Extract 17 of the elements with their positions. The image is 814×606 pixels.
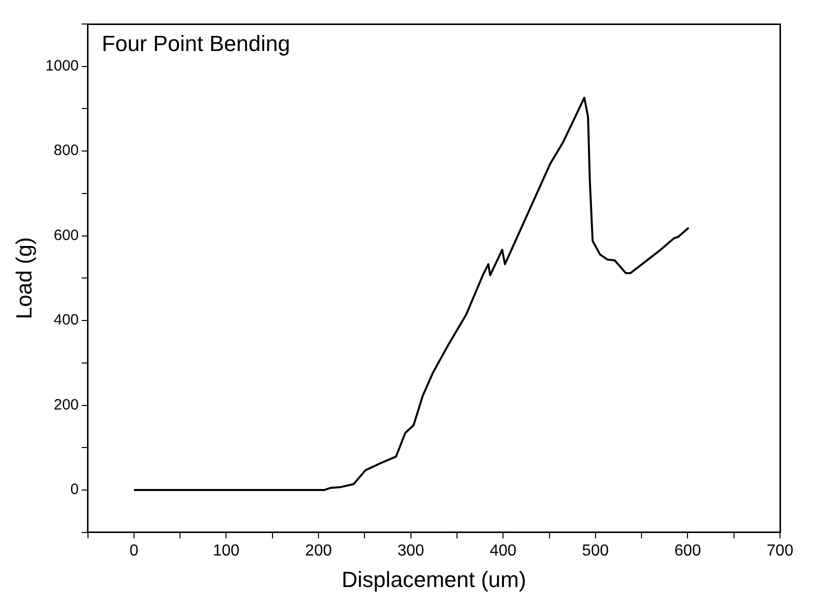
y-axis-title: Load (g) [11, 237, 36, 320]
y-tick-label: 1000 [45, 58, 79, 75]
y-tick-label: 400 [54, 312, 79, 329]
x-tick-label: 700 [766, 542, 794, 560]
x-tick-label: 600 [674, 542, 702, 560]
y-tick-label: 200 [54, 396, 79, 414]
x-tick-label: 200 [305, 542, 332, 560]
x-tick-label: 400 [490, 542, 517, 560]
y-tick-label: 0 [70, 481, 79, 498]
x-tick-label: 100 [212, 542, 240, 560]
annotation: Four Point Bending [102, 31, 290, 56]
x-tick-label: 300 [397, 542, 424, 560]
y-tick-label: 800 [54, 142, 79, 160]
y-tick-label: 600 [54, 226, 79, 244]
x-tick-label: 500 [582, 542, 609, 560]
x-axis-title: Displacement (um) [342, 566, 526, 592]
x-tick-label: 0 [129, 542, 138, 560]
